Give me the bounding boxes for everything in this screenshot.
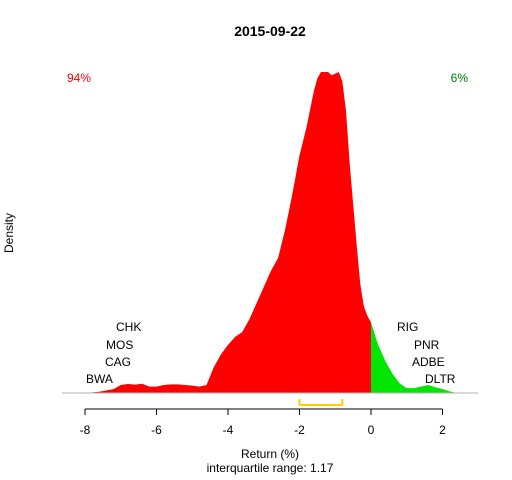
ticker-label-rig: RIG: [397, 320, 418, 334]
x-axis: -8 -6 -4 -2 0 2: [80, 408, 446, 437]
x-tick-label: -8: [80, 423, 91, 437]
ticker-label-dltr: DLTR: [425, 372, 456, 386]
ticker-label-chk: CHK: [116, 320, 141, 334]
chart-title: 2015-09-22: [234, 23, 306, 39]
ticker-label-mos: MOS: [106, 338, 133, 352]
x-tick-label: 2: [439, 423, 446, 437]
ticker-label-bwa: BWA: [86, 372, 113, 386]
ticker-label-pnr: PNR: [414, 338, 440, 352]
negative-share-label: 94%: [67, 71, 91, 85]
ticker-label-adbe: ADBE: [412, 355, 445, 369]
negative-density-area: [85, 72, 371, 393]
x-tick-label: -2: [294, 423, 305, 437]
iqr-label: interquartile range: 1.17: [207, 461, 334, 475]
x-tick-label: 0: [368, 423, 375, 437]
x-axis-label: Return (%): [241, 447, 299, 461]
y-axis-label: Density: [2, 213, 16, 253]
x-tick-label: -6: [151, 423, 162, 437]
iqr-bracket: [298, 399, 344, 406]
x-tick-label: -4: [223, 423, 234, 437]
positive-density-area: [371, 322, 457, 393]
positive-share-label: 6%: [451, 71, 469, 85]
ticker-label-cag: CAG: [105, 355, 131, 369]
